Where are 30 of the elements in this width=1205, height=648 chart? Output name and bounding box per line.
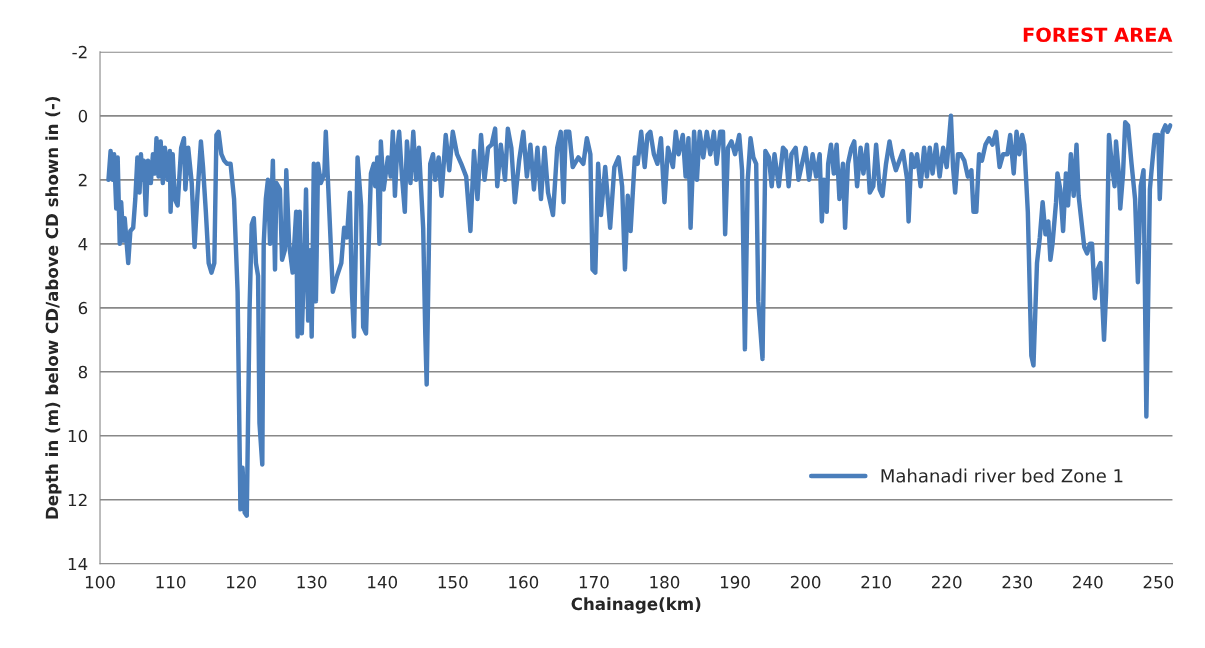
x-tick-label: 140 [368,575,398,589]
x-tick-label: 240 [1073,575,1103,589]
x-tick-label: 230 [1002,575,1033,589]
x-tick-label: 220 [932,575,962,589]
x-tick-label: 160 [509,575,539,589]
y-tick-label: -2 [72,45,87,59]
x-tick-label: 210 [861,575,891,589]
x-tick-label: 120 [227,575,256,589]
y-tick-label: 8 [78,365,88,379]
y-tick-label: 14 [68,557,88,571]
x-tick-label: 100 [85,575,115,589]
y-tick-label: 6 [78,301,88,315]
x-tick-label: 190 [720,575,750,589]
x-tick-label: 130 [297,575,327,589]
line-series [106,113,1173,518]
y-tick-label: 10 [68,429,88,443]
x-tick-label: 200 [790,575,821,589]
x-tick-label: 150 [438,575,468,589]
y-tick-label: 4 [78,237,88,251]
y-tick-label: 0 [78,109,88,123]
legend-label: Mahanadi river bed Zone 1 [881,468,1123,483]
text: FOREST AREA [1023,27,1173,43]
x-axis-title: Chainage(km) [571,597,701,614]
y-axis-title: Depth in (m) below CD/above CD shown in (-) [45,96,62,519]
y-tick-label: 2 [78,173,87,187]
x-tick-label: 180 [650,575,680,589]
x-tick-label: 110 [156,575,186,589]
x-tick-label: 250 [1143,575,1174,589]
x-tick-label: 170 [579,575,609,589]
y-tick-label: 12 [68,493,87,507]
